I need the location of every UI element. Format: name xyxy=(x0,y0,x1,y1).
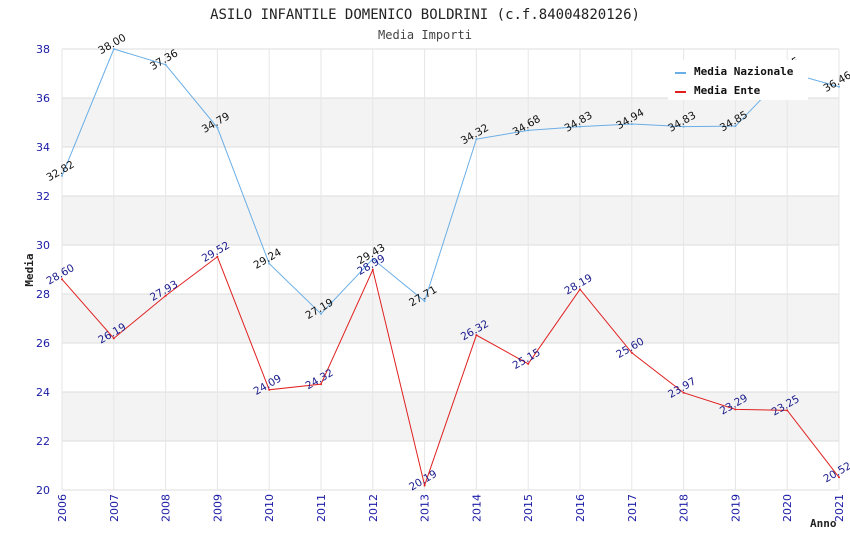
data-point-media-ente xyxy=(61,278,63,281)
data-point-media-nazionale xyxy=(630,122,633,125)
data-point-media-ente xyxy=(786,409,789,412)
x-tick-label: 2019 xyxy=(729,494,742,522)
data-point-media-ente xyxy=(630,351,633,354)
data-label-media-nazionale: 36.46 xyxy=(821,69,850,95)
x-tick-label: 2008 xyxy=(160,494,173,522)
x-tick-label: 2011 xyxy=(315,494,328,522)
plot-band xyxy=(62,98,839,147)
x-tick-label: 2007 xyxy=(108,494,121,522)
data-label-media-ente: 20.52 xyxy=(821,460,850,485)
chart-title: ASILO INFANTILE DOMENICO BOLDRINI (c.f.8… xyxy=(210,7,640,23)
legend-box xyxy=(668,60,808,100)
x-tick-label: 2017 xyxy=(626,494,639,522)
y-axis-ticks: 20 22 24 26 28 30 32 34 36 38 xyxy=(36,43,50,497)
data-point-media-ente xyxy=(164,294,167,297)
data-point-media-nazionale xyxy=(527,129,530,132)
legend: Media Nazionale Media Ente xyxy=(668,60,808,100)
data-point-media-ente xyxy=(838,476,840,479)
y-tick-label: 24 xyxy=(36,386,50,399)
plot-background-bands xyxy=(62,98,839,441)
data-point-media-ente xyxy=(320,383,322,386)
data-label-media-nazionale: 37.36 xyxy=(148,47,180,73)
data-point-media-ente xyxy=(475,334,478,337)
data-label-media-nazionale: 32.82 xyxy=(44,159,76,184)
x-tick-label: 2020 xyxy=(781,494,794,522)
data-point-media-nazionale xyxy=(423,300,426,303)
gridlines xyxy=(61,48,840,491)
x-axis-label: Anno xyxy=(810,517,837,530)
chart-subtitle: Media Importi xyxy=(378,28,472,42)
data-point-media-ente xyxy=(112,337,115,340)
data-point-media-nazionale xyxy=(734,125,737,128)
data-point-media-ente xyxy=(371,268,374,271)
legend-label-media-ente: Media Ente xyxy=(694,84,761,97)
data-label-media-ente: 28.60 xyxy=(44,262,76,287)
data-label-media-nazionale: 29.24 xyxy=(252,246,284,272)
series-line-media-nazionale xyxy=(61,48,840,315)
data-label-media-ente: 25.15 xyxy=(511,347,543,372)
y-tick-label: 36 xyxy=(36,92,50,105)
y-tick-label: 26 xyxy=(36,337,50,350)
y-tick-label: 20 xyxy=(36,484,50,497)
x-tick-label: 2013 xyxy=(419,494,432,522)
x-tick-label: 2012 xyxy=(367,494,380,522)
data-point-media-ente xyxy=(423,484,426,487)
x-tick-label: 2010 xyxy=(263,494,276,522)
x-axis-ticks: 2006 2007 2008 2009 2010 2011 2012 2013 2014 2015… xyxy=(56,494,846,522)
x-tick-label: 2016 xyxy=(574,494,587,522)
data-point-media-nazionale xyxy=(475,138,478,141)
data-point-media-nazionale xyxy=(164,63,167,66)
x-tick-label: 2018 xyxy=(678,494,691,522)
data-label-media-ente: 24.32 xyxy=(303,367,335,392)
y-tick-label: 38 xyxy=(36,43,50,56)
y-axis-label: Media xyxy=(23,253,36,286)
x-tick-label: 2009 xyxy=(211,494,224,522)
data-point-media-ente xyxy=(527,362,530,365)
data-point-media-nazionale xyxy=(682,125,685,128)
series-line-media-ente xyxy=(61,255,840,488)
data-point-media-nazionale xyxy=(268,262,271,265)
y-tick-label: 34 xyxy=(36,141,50,154)
y-tick-label: 22 xyxy=(36,435,50,448)
data-point-media-ente xyxy=(216,255,219,258)
legend-label-media-nazionale: Media Nazionale xyxy=(694,65,794,78)
data-point-media-nazionale xyxy=(61,174,63,177)
x-tick-label: 2006 xyxy=(56,494,69,522)
data-point-media-nazionale xyxy=(579,125,581,128)
data-point-media-ente xyxy=(734,408,737,411)
data-point-media-nazionale xyxy=(112,48,115,50)
y-tick-label: 28 xyxy=(36,288,50,301)
data-point-media-nazionale xyxy=(320,312,322,315)
y-tick-label: 30 xyxy=(36,239,50,252)
data-point-media-nazionale xyxy=(216,126,219,129)
data-point-media-ente xyxy=(579,288,581,291)
data-point-media-ente xyxy=(268,388,271,391)
y-tick-label: 32 xyxy=(36,190,50,203)
data-point-media-ente xyxy=(682,391,685,394)
data-point-media-nazionale xyxy=(838,85,840,88)
plot-band xyxy=(62,392,839,441)
data-point-media-nazionale xyxy=(371,257,374,260)
x-tick-label: 2015 xyxy=(522,494,535,522)
x-tick-label: 2021 xyxy=(833,494,846,522)
x-tick-label: 2014 xyxy=(470,494,483,522)
plot-band xyxy=(62,294,839,343)
